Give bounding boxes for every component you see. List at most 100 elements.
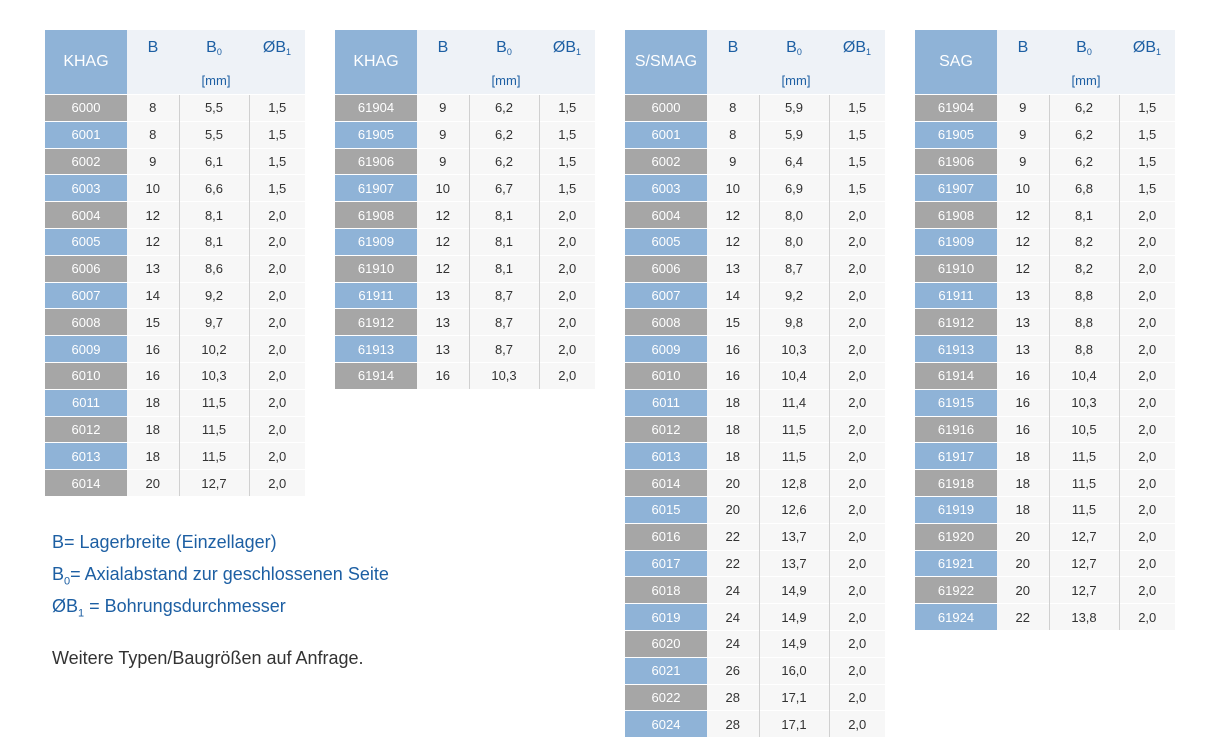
value-cell: 8,7 (758, 254, 829, 283)
value-cell: 9,8 (758, 308, 829, 336)
value-cell: 12 (127, 227, 179, 256)
bearing-type-cell: 6020 (625, 629, 707, 658)
table-row: 6008 15 9,8 2,0 (625, 308, 885, 336)
value-cell: 2,0 (538, 361, 595, 389)
value-cell: 2,0 (538, 335, 595, 363)
value-cell: 12 (707, 201, 759, 229)
bearing-type-cell: 61907 (335, 174, 417, 202)
value-cell: 14,9 (758, 629, 829, 658)
value-cell: 18 (997, 495, 1049, 524)
value-cell: 2,0 (828, 361, 885, 390)
table-row: 61914 16 10,4 2,0 (915, 361, 1175, 390)
value-cell: 10,5 (1048, 415, 1119, 443)
value-cell: 13,7 (758, 549, 829, 577)
bearing-type-cell: 6013 (625, 442, 707, 470)
value-cell: 10,4 (1048, 361, 1119, 390)
table-row: 61906 9 6,2 1,5 (915, 147, 1175, 175)
table-type-header: SAG (915, 30, 997, 95)
value-cell: 1,5 (538, 120, 595, 149)
value-cell: 8,1 (178, 201, 249, 229)
value-cell: 1,5 (248, 94, 305, 122)
value-cell: 14 (707, 281, 759, 309)
table-row: 61907 10 6,8 1,5 (915, 174, 1175, 202)
value-cell: 2,0 (1118, 442, 1175, 470)
value-cell: 12 (997, 254, 1049, 283)
value-cell: 16 (127, 361, 179, 390)
table-row: 6017 22 13,7 2,0 (625, 549, 885, 577)
value-cell: 8,1 (468, 254, 539, 283)
value-cell: 5,5 (178, 94, 249, 122)
value-cell: 9 (707, 147, 759, 175)
value-cell: 11,5 (178, 388, 249, 417)
table-row: 61912 13 8,7 2,0 (335, 308, 595, 336)
table-row: 6019 24 14,9 2,0 (625, 603, 885, 631)
bearing-type-cell: 6011 (45, 388, 127, 417)
value-cell: 2,0 (538, 281, 595, 309)
value-cell: 8,1 (468, 201, 539, 229)
bearing-type-cell: 61906 (915, 147, 997, 175)
value-cell: 16 (997, 388, 1049, 417)
value-cell: 2,0 (828, 469, 885, 497)
column-header-b0: B0 (179, 30, 249, 66)
value-cell: 12 (997, 201, 1049, 229)
value-cell: 22 (997, 603, 1049, 630)
value-cell: 10 (707, 174, 759, 202)
bearing-type-cell: 6004 (625, 201, 707, 229)
dimension-table: KHAG B B0 ØB1 [mm] 61904 9 6,2 1,5 61905 9 6,2 1,5 61… (335, 30, 595, 389)
value-cell: 8,8 (1048, 281, 1119, 309)
table-row: 6011 18 11,4 2,0 (625, 388, 885, 417)
value-cell: 24 (707, 629, 759, 658)
value-cell: 2,0 (1118, 576, 1175, 604)
value-cell: 11,5 (178, 442, 249, 470)
value-cell: 26 (707, 656, 759, 685)
bearing-type-cell: 61909 (335, 227, 417, 256)
column-header-ob1: ØB1 (249, 30, 305, 66)
value-cell: 1,5 (1118, 94, 1175, 122)
dimension-table: S/SMAG B B0 ØB1 [mm] 6000 8 5,9 1,5 6001 8 5,9 1,5 60… (625, 30, 885, 738)
legend: B= Lagerbreite (Einzellager) B0= Axialab… (52, 530, 389, 626)
column-header-b: B (707, 30, 759, 66)
table-row: 61912 13 8,8 2,0 (915, 308, 1175, 336)
value-cell: 2,0 (1118, 415, 1175, 443)
table-ssmag-60xx: S/SMAG B B0 ØB1 [mm] 6000 8 5,9 1,5 6001 8 5,9 1,5 60… (625, 30, 885, 738)
bearing-type-cell: 61911 (335, 281, 417, 309)
value-cell: 9 (417, 94, 469, 122)
value-cell: 20 (997, 522, 1049, 551)
bearing-type-cell: 6019 (625, 603, 707, 631)
bearing-type-cell: 6002 (45, 147, 127, 175)
value-cell: 13 (417, 308, 469, 336)
value-cell: 18 (127, 415, 179, 443)
value-cell: 6,6 (178, 174, 249, 202)
value-cell: 17,1 (758, 710, 829, 738)
value-cell: 16 (707, 335, 759, 363)
value-cell: 2,0 (828, 254, 885, 283)
bearing-type-cell: 61910 (335, 254, 417, 283)
bearing-type-cell: 61915 (915, 388, 997, 417)
table-row: 61909 12 8,1 2,0 (335, 227, 595, 256)
bearing-type-cell: 6005 (45, 227, 127, 256)
value-cell: 8,0 (758, 227, 829, 256)
value-cell: 2,0 (248, 469, 305, 496)
value-cell: 1,5 (1118, 174, 1175, 202)
value-cell: 10,2 (178, 335, 249, 363)
value-cell: 2,0 (1118, 254, 1175, 283)
unit-header: [mm] (417, 66, 595, 95)
value-cell: 2,0 (1118, 388, 1175, 417)
table-row: 6001 8 5,9 1,5 (625, 120, 885, 149)
value-cell: 2,0 (1118, 495, 1175, 524)
value-cell: 8,2 (1048, 254, 1119, 283)
value-cell: 2,0 (1118, 522, 1175, 551)
table-row: 6018 24 14,9 2,0 (625, 576, 885, 604)
value-cell: 16 (127, 335, 179, 363)
value-cell: 14,9 (758, 603, 829, 631)
value-cell: 9,2 (758, 281, 829, 309)
bearing-type-cell: 6021 (625, 656, 707, 685)
bearing-type-cell: 61912 (335, 308, 417, 336)
value-cell: 6,1 (178, 147, 249, 175)
value-cell: 10,4 (758, 361, 829, 390)
value-cell: 24 (707, 576, 759, 604)
value-cell: 12,7 (178, 469, 249, 496)
value-cell: 12 (417, 201, 469, 229)
value-cell: 1,5 (248, 174, 305, 202)
table-row: 61910 12 8,2 2,0 (915, 254, 1175, 283)
